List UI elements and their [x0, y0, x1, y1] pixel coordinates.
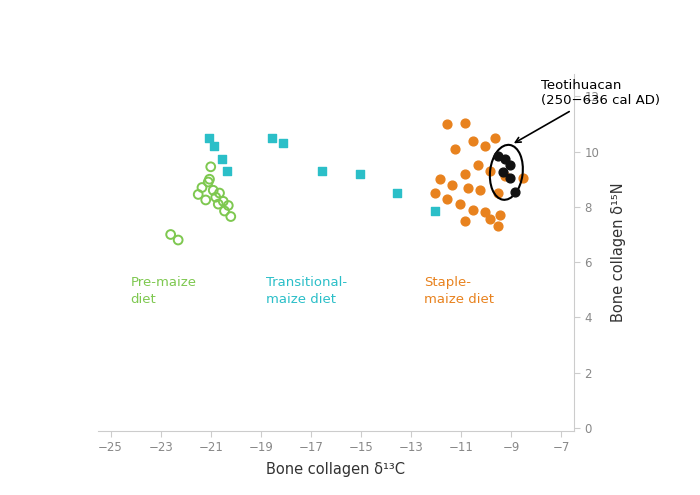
Point	[216, 154, 228, 162]
Point	[454, 200, 466, 208]
Point	[492, 222, 503, 230]
Point	[223, 201, 234, 209]
Point	[459, 119, 470, 127]
Point	[214, 189, 225, 197]
Point	[197, 184, 208, 192]
Point	[517, 174, 528, 182]
Point	[459, 217, 470, 225]
Point	[435, 175, 446, 183]
Point	[489, 134, 500, 142]
Point	[484, 215, 496, 223]
Point	[492, 152, 503, 160]
Point	[505, 174, 516, 182]
Point	[205, 163, 216, 171]
Point	[429, 189, 440, 197]
Point	[354, 170, 365, 178]
Point	[429, 207, 440, 215]
Point	[467, 137, 478, 145]
X-axis label: Bone collagen δ¹³C: Bone collagen δ¹³C	[267, 462, 405, 477]
Point	[500, 154, 511, 162]
Point	[480, 142, 491, 150]
Point	[200, 196, 211, 204]
Text: Teotihuacan
(250−636 cal AD): Teotihuacan (250−636 cal AD)	[515, 79, 660, 143]
Point	[221, 167, 232, 175]
Point	[494, 211, 505, 219]
Point	[173, 236, 184, 244]
Point	[449, 145, 461, 153]
Text: Staple-
maize diet: Staple- maize diet	[424, 276, 494, 306]
Point	[475, 186, 486, 194]
Point	[484, 167, 496, 175]
Point	[510, 188, 521, 196]
Point	[472, 161, 483, 169]
Point	[392, 189, 403, 197]
Point	[497, 168, 508, 176]
Point	[462, 184, 473, 192]
Y-axis label: Bone collagen δ¹⁵N: Bone collagen δ¹⁵N	[610, 183, 626, 322]
Point	[165, 231, 176, 239]
Point	[225, 212, 237, 220]
Text: Pre-maize
diet: Pre-maize diet	[131, 276, 197, 306]
Point	[447, 181, 458, 189]
Point	[442, 120, 453, 128]
Point	[204, 134, 215, 142]
Point	[202, 178, 214, 186]
Point	[492, 189, 503, 197]
Point	[500, 173, 511, 181]
Point	[208, 186, 219, 194]
Point	[209, 142, 220, 150]
Point	[480, 208, 491, 216]
Point	[505, 161, 516, 169]
Text: Transitional-
maize diet: Transitional- maize diet	[266, 276, 347, 306]
Point	[193, 191, 204, 198]
Point	[219, 207, 230, 215]
Point	[467, 205, 478, 213]
Point	[442, 195, 453, 202]
Point	[278, 140, 289, 148]
Point	[218, 198, 229, 205]
Point	[210, 193, 221, 201]
Point	[459, 170, 470, 178]
Point	[213, 200, 224, 208]
Point	[267, 134, 278, 142]
Point	[316, 167, 328, 175]
Point	[204, 175, 215, 183]
